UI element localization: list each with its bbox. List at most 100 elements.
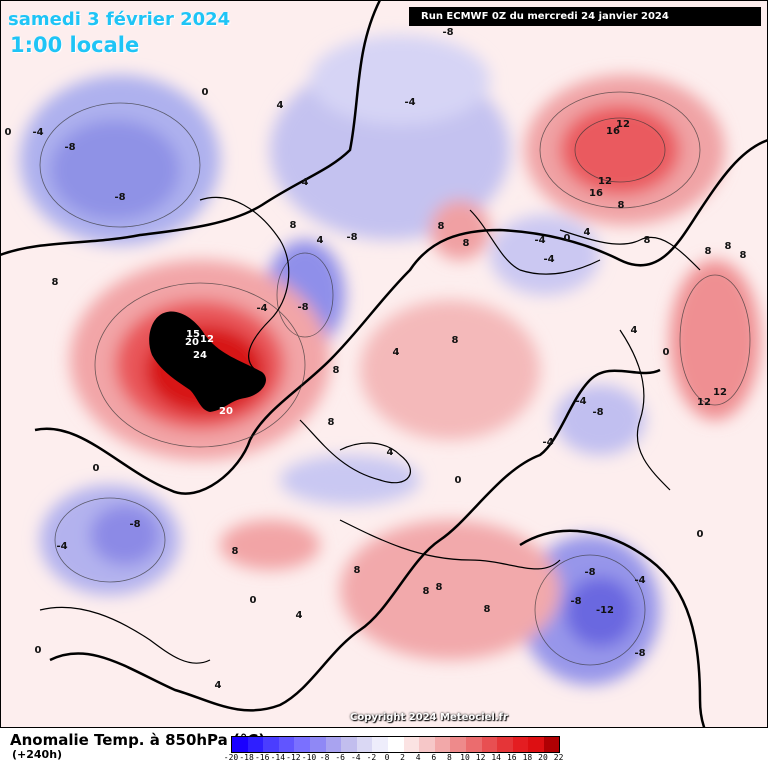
coastline-pacific bbox=[39, 606, 211, 664]
contour-label: 0 bbox=[455, 475, 462, 486]
color-scale-tick: -16 bbox=[254, 753, 270, 762]
contour-label: 0 bbox=[202, 87, 209, 98]
color-scale-tick: 2 bbox=[400, 753, 406, 762]
contour-label: 0 bbox=[35, 645, 42, 656]
warm-anomaly-europe bbox=[360, 300, 540, 440]
color-swatch bbox=[309, 737, 326, 752]
contour-label: -8 bbox=[297, 302, 308, 313]
isoline-cold-asia bbox=[534, 554, 646, 666]
contour-label: 8 bbox=[484, 604, 491, 615]
contour-label: -4 bbox=[404, 97, 415, 108]
color-swatch bbox=[512, 737, 529, 752]
lead-time: (+240h) bbox=[12, 748, 63, 761]
contour-label: -8 bbox=[129, 519, 140, 530]
isoline-cold-pacific bbox=[54, 497, 166, 583]
color-swatch bbox=[325, 737, 342, 752]
contour-label: 16 bbox=[606, 126, 620, 137]
contour-label: 20 bbox=[185, 337, 199, 348]
contour-label: 4 bbox=[393, 347, 400, 358]
contour-label: -8 bbox=[442, 27, 453, 38]
contour-label: -4 bbox=[542, 437, 553, 448]
contour-label: -8 bbox=[570, 596, 581, 607]
warm-anomaly-pacific-east bbox=[670, 260, 760, 420]
contour-label: 4 bbox=[277, 100, 284, 111]
color-scale-tick: 6 bbox=[431, 753, 437, 762]
contour-label: -8 bbox=[346, 232, 357, 243]
color-swatch bbox=[247, 737, 264, 752]
contour-label: 8 bbox=[290, 220, 297, 231]
color-swatch bbox=[403, 737, 420, 752]
color-scale-tick: -4 bbox=[350, 753, 361, 762]
contour-label: 0 bbox=[697, 529, 704, 540]
contour-label: -4 bbox=[32, 127, 43, 138]
contour-label: 12 bbox=[598, 176, 612, 187]
color-swatch bbox=[294, 737, 310, 752]
isoline-warm-bering-inner bbox=[574, 117, 666, 183]
contour-label: 20 bbox=[219, 406, 233, 417]
color-scale-tick: -14 bbox=[270, 753, 286, 762]
color-swatch bbox=[278, 737, 295, 752]
copyright-notice: Copyright 2024 Meteociel.fr bbox=[350, 712, 508, 723]
contour-label: -4 bbox=[56, 541, 67, 552]
contour-label: -4 bbox=[575, 396, 586, 407]
contour-label: -8 bbox=[584, 567, 595, 578]
contour-label: -8 bbox=[592, 407, 603, 418]
contour-label: 4 bbox=[387, 447, 394, 458]
cold-anomaly-pacific-core bbox=[90, 505, 160, 565]
contour-label: 0 bbox=[250, 595, 257, 606]
zero-contour-south bbox=[49, 368, 661, 712]
contour-label: 0 bbox=[93, 463, 100, 474]
color-swatch bbox=[450, 737, 466, 752]
contour-label: 8 bbox=[328, 417, 335, 428]
color-scale-tick: -8 bbox=[319, 753, 330, 762]
contour-label: -8 bbox=[64, 142, 75, 153]
contour-label: 8 bbox=[438, 221, 445, 232]
contour-label: 8 bbox=[354, 565, 361, 576]
contour-label: -4 bbox=[534, 235, 545, 246]
color-swatch bbox=[497, 737, 513, 752]
coastline-europe bbox=[339, 519, 561, 570]
coastlines bbox=[39, 196, 701, 664]
cold-anomaly-central-asia-core bbox=[565, 577, 635, 647]
contour-label: 0 bbox=[663, 347, 670, 358]
cold-anomaly-northwest-core bbox=[50, 120, 180, 220]
variable-title: Anomalie Temp. à 850hPa (°C) bbox=[10, 731, 266, 749]
color-swatch bbox=[372, 737, 388, 752]
contour-label: 8 bbox=[644, 235, 651, 246]
color-swatch bbox=[232, 737, 248, 752]
color-scale-tick: -12 bbox=[286, 753, 301, 762]
contour-label: 12 bbox=[713, 387, 727, 398]
contour-label: 4 bbox=[296, 610, 303, 621]
contour-label: 0 bbox=[5, 127, 12, 138]
contour-label: -8 bbox=[114, 192, 125, 203]
contour-label: 4 bbox=[584, 227, 591, 238]
forecast-local-time: 1:00 locale bbox=[10, 33, 140, 57]
contour-label: 12 bbox=[616, 119, 630, 130]
coastline-kamchatka bbox=[619, 329, 671, 491]
contour-label: 24 bbox=[193, 350, 207, 361]
isoline-warm-pacific bbox=[679, 274, 751, 406]
contour-label: -4 bbox=[256, 303, 267, 314]
color-swatch bbox=[528, 737, 544, 752]
contour-label: 8 bbox=[725, 241, 732, 252]
color-scale-tick: 20 bbox=[538, 753, 548, 762]
color-scale-tick: 18 bbox=[522, 753, 533, 762]
color-scale-tick: 4 bbox=[415, 753, 421, 762]
color-swatch bbox=[419, 737, 435, 752]
contour-label: -8 bbox=[634, 648, 645, 659]
contour-label: 8 bbox=[333, 365, 340, 376]
contour-label: 4 bbox=[631, 325, 638, 336]
contour-label: -4 bbox=[543, 254, 554, 265]
isoline-cold-nw bbox=[39, 102, 201, 228]
contour-label: 4 bbox=[317, 235, 324, 246]
color-swatch bbox=[387, 737, 404, 752]
color-scale bbox=[231, 736, 561, 753]
color-swatch bbox=[434, 737, 451, 752]
cold-anomaly-arctic-north bbox=[310, 35, 490, 125]
color-scale-tick: -10 bbox=[301, 753, 317, 762]
isoline-cold-labrador bbox=[276, 252, 334, 338]
color-scale-tick: 10 bbox=[460, 753, 470, 762]
color-scale-ticks: -20 -18 -16 -14 -12 -10 -8 -6 -4 -2 0 2 4 6 8 10 12 14 16 1… bbox=[224, 753, 564, 765]
